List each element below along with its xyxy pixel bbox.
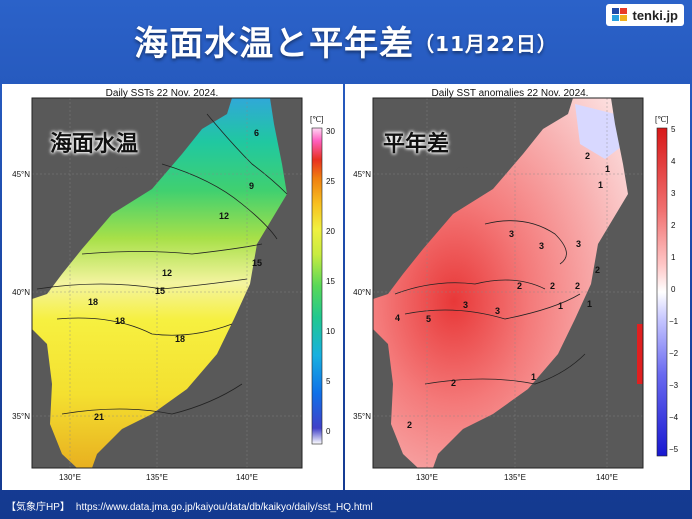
anomaly-contour-label: 4 [395,313,400,323]
sst-lon-label: 135°E [146,473,168,482]
anomaly-lon-label: 140°E [596,473,618,482]
anomaly-colorbar-tick: −4 [669,413,679,422]
sst-caption: Daily SSTs 22 Nov. 2024. [106,88,219,99]
sst-lon-label: 130°E [59,473,81,482]
source-label: 【気象庁HP】 [6,502,70,513]
anomaly-colorbar-tick: 1 [671,253,676,262]
anomaly-colorbar-tick: 4 [671,157,676,166]
anomaly-colorbar-tick: 0 [671,285,676,294]
sst-contour-label: 9 [249,181,254,191]
anomaly-colorbar-unit: [℃] [655,115,668,124]
logo-text: tenki.jp [632,7,678,23]
anomaly-contour-label: 1 [605,164,610,174]
anomaly-colorbar-tick: 2 [671,221,676,230]
sst-contour-label: 15 [252,258,262,268]
sst-contour-label: 21 [94,412,104,422]
anomaly-colorbar-tick: 5 [671,125,676,134]
page-title: 海面水温と平年差（11月22日） [0,16,692,65]
anomaly-colorbar-tick: −2 [669,349,679,358]
anomaly-map: Daily SST anomalies 22 Nov. 2024. [353,88,679,482]
anomaly-contour-label: 1 [531,372,536,382]
title-text: 海面水温と平年差 [134,24,415,64]
sst-contour-label: 18 [88,297,98,307]
anomaly-land-korea [373,329,418,468]
sst-overlay-label: 海面水温 [50,132,139,157]
anomaly-contour-label: 2 [407,420,412,430]
anomaly-colorbar-tick: −1 [669,317,679,326]
anomaly-lat-label: 45°N [353,170,371,179]
anomaly-contour-label: 2 [550,281,555,291]
sst-contour-label: 18 [175,334,185,344]
sst-lon-label: 140°E [236,473,258,482]
anomaly-contour-label: 2 [517,281,522,291]
anomaly-contour-label: 1 [558,301,563,311]
sst-colorbar-tick: 20 [326,227,335,236]
anomaly-contour-label: 3 [495,306,500,316]
sst-lat-label: 35°N [12,412,30,421]
sst-colorbar-tick: 10 [326,327,335,336]
anomaly-contour-label: 3 [509,229,514,239]
sst-colorbar-tick: 30 [326,127,335,136]
anomaly-contour-label: 5 [426,314,431,324]
anomaly-contour-label: 3 [576,239,581,249]
tenki-logo-icon [612,8,628,21]
sst-lat-label: 45°N [12,170,30,179]
anomaly-contour-label: 2 [451,378,456,388]
sst-colorbar-tick: 25 [326,177,335,186]
anomaly-cool-patch [575,104,625,159]
sst-land-korea [32,329,77,468]
anomaly-contour-label: 2 [595,265,600,275]
anomaly-colorbar-tick: −3 [669,381,679,390]
anomaly-colorbar-tick: 3 [671,189,676,198]
anomaly-contour-label: 2 [575,281,580,291]
anomaly-lat-label: 40°N [353,288,371,297]
sst-panel: Daily SSTs 22 Nov. 2024. [2,84,343,490]
source-footer: 【気象庁HP】 https://www.data.jma.go.jp/kaiyou… [6,498,373,513]
anomaly-land-continent [373,98,573,299]
anomaly-contour-label: 1 [598,180,603,190]
tenki-logo[interactable]: tenki.jp [606,4,684,26]
anomaly-contour-label: 2 [585,151,590,161]
sst-lat-label: 40°N [12,288,30,297]
anomaly-lon-label: 130°E [416,473,438,482]
anomaly-contour-label: 3 [463,300,468,310]
sst-land-continent [32,98,232,299]
anomaly-overlay-label: 平年差 [383,132,450,157]
anomaly-contour-label: 1 [587,299,592,309]
sst-colorbar-tick: 0 [326,427,331,436]
sst-contour-label: 15 [155,286,165,296]
anomaly-lon-label: 135°E [504,473,526,482]
sst-colorbar [311,127,323,445]
sst-colorbar-tick: 15 [326,277,335,286]
anomaly-panel: Daily SST anomalies 22 Nov. 2024. [345,84,690,490]
anomaly-lat-label: 35°N [353,412,371,421]
sst-colorbar-unit: [℃] [310,115,323,124]
sst-map: Daily SSTs 22 Nov. 2024. [12,88,335,482]
sst-contour-label: 6 [254,128,259,138]
anomaly-colorbar-tick: −5 [669,445,679,454]
sst-contour-label: 12 [162,268,172,278]
sst-land-island [114,167,130,177]
anomaly-land-japan [433,98,643,468]
source-url[interactable]: https://www.data.jma.go.jp/kaiyou/data/d… [75,502,373,513]
anomaly-contour-label: 3 [539,241,544,251]
title-date: （11月22日） [414,32,558,56]
anomaly-caption: Daily SST anomalies 22 Nov. 2024. [432,88,589,99]
anomaly-colorbar [656,127,668,457]
sst-land-japan [92,98,302,468]
sst-contour-label: 12 [219,211,229,221]
anomaly-land-island [455,167,471,177]
sst-contour-label: 18 [115,316,125,326]
sst-colorbar-tick: 5 [326,377,331,386]
